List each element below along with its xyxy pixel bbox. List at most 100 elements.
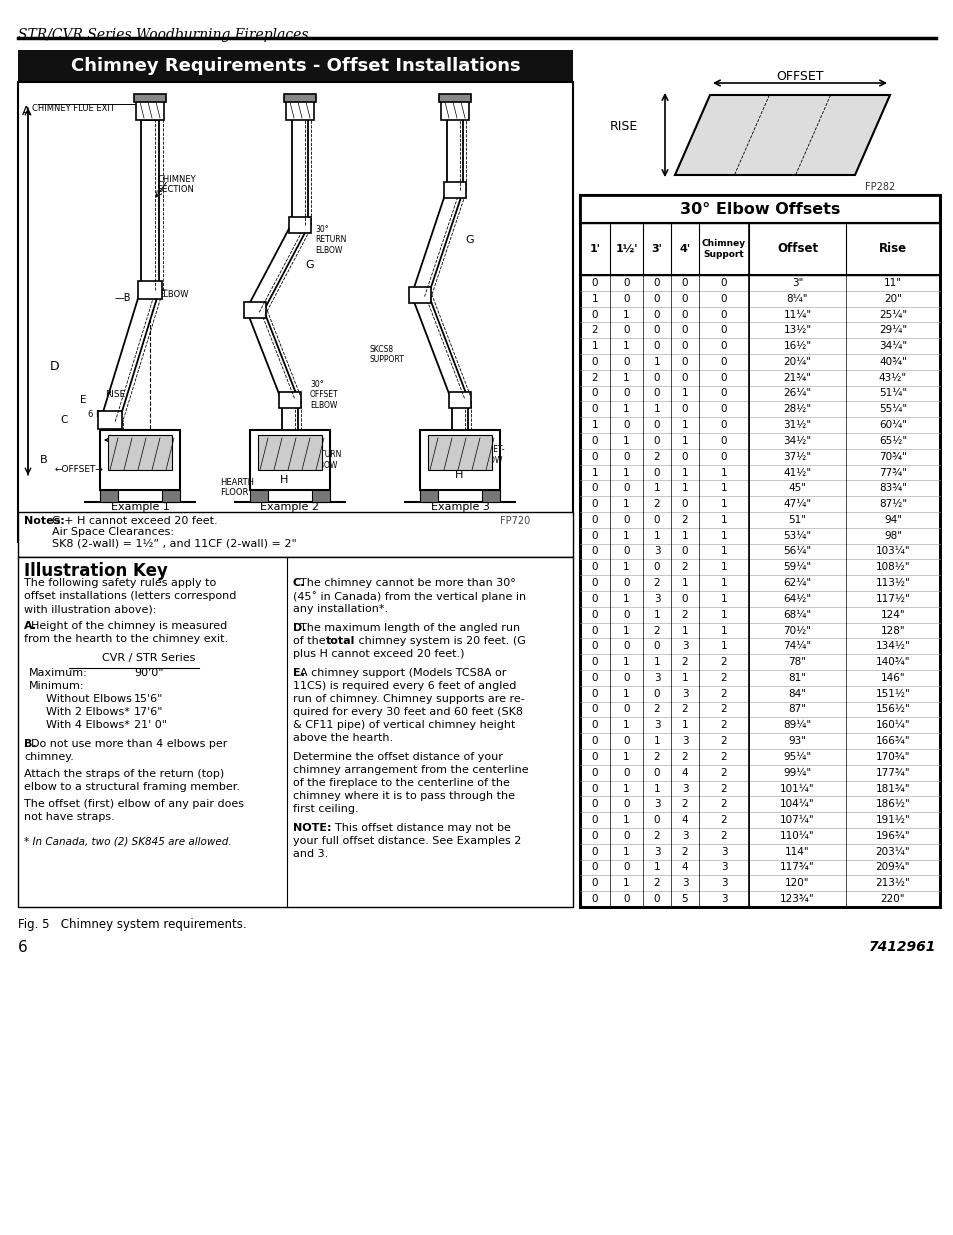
Text: 62¼": 62¼" xyxy=(782,578,811,588)
Text: 26¼": 26¼" xyxy=(782,389,811,399)
Bar xyxy=(108,435,172,471)
Text: 1': 1' xyxy=(589,245,599,254)
Text: C: C xyxy=(60,415,68,425)
Text: 2: 2 xyxy=(653,831,659,841)
Text: A chimney support (Models TCS8A or: A chimney support (Models TCS8A or xyxy=(293,668,506,678)
Text: 1: 1 xyxy=(720,499,726,509)
Text: 170¾": 170¾" xyxy=(875,752,909,762)
Text: 78": 78" xyxy=(788,657,805,667)
Text: 4: 4 xyxy=(681,815,688,825)
Text: 0: 0 xyxy=(591,515,598,525)
Text: 2: 2 xyxy=(681,657,688,667)
Text: from the hearth to the chimney exit.: from the hearth to the chimney exit. xyxy=(24,634,228,643)
Text: Height of the chimney is measured: Height of the chimney is measured xyxy=(24,621,227,631)
Text: 1: 1 xyxy=(653,862,659,872)
Text: Maximum:: Maximum: xyxy=(29,668,88,678)
Text: 3: 3 xyxy=(681,641,688,651)
Text: 11": 11" xyxy=(883,278,901,288)
Text: total: total xyxy=(326,636,355,646)
Text: 1: 1 xyxy=(681,578,688,588)
Text: 89¼": 89¼" xyxy=(782,720,811,730)
Text: 117¾": 117¾" xyxy=(780,862,814,872)
Text: Example 3: Example 3 xyxy=(430,501,489,513)
Text: Air Space Clearances:: Air Space Clearances: xyxy=(24,527,173,537)
Bar xyxy=(419,490,437,501)
Text: 0: 0 xyxy=(591,689,598,699)
Text: 70¾": 70¾" xyxy=(878,452,906,462)
Text: 0: 0 xyxy=(591,278,598,288)
Text: 1: 1 xyxy=(653,610,659,620)
Text: 2: 2 xyxy=(653,578,659,588)
Bar xyxy=(419,430,499,490)
Text: 0: 0 xyxy=(591,483,598,493)
Text: 3": 3" xyxy=(791,278,802,288)
Text: (45˚ in Canada) from the vertical plane in: (45˚ in Canada) from the vertical plane … xyxy=(293,592,525,601)
Text: 0: 0 xyxy=(653,325,659,335)
Text: 83¾": 83¾" xyxy=(878,483,906,493)
Text: 0: 0 xyxy=(681,547,687,557)
Text: 0: 0 xyxy=(622,704,629,715)
Text: 4': 4' xyxy=(679,245,690,254)
Text: 2: 2 xyxy=(720,815,726,825)
Text: 53¼": 53¼" xyxy=(782,531,811,541)
Text: 0: 0 xyxy=(653,373,659,383)
Text: 0: 0 xyxy=(653,389,659,399)
Text: 0: 0 xyxy=(591,768,598,778)
Text: 2: 2 xyxy=(720,752,726,762)
Text: 134½": 134½" xyxy=(875,641,909,651)
Text: 0: 0 xyxy=(653,341,659,351)
Text: 0: 0 xyxy=(622,673,629,683)
Text: 2: 2 xyxy=(720,657,726,667)
Text: 1: 1 xyxy=(681,389,688,399)
Text: 1: 1 xyxy=(653,657,659,667)
Text: 1: 1 xyxy=(681,420,688,430)
Text: Without Elbows: Without Elbows xyxy=(46,694,132,704)
Text: 140¾": 140¾" xyxy=(875,657,909,667)
Text: 47¼": 47¼" xyxy=(782,499,811,509)
Text: ←OFFSET→: ←OFFSET→ xyxy=(55,466,104,474)
Text: 108½": 108½" xyxy=(875,562,909,572)
Text: 1: 1 xyxy=(681,436,688,446)
Polygon shape xyxy=(101,420,119,430)
Text: 0: 0 xyxy=(591,578,598,588)
Text: 0: 0 xyxy=(591,752,598,762)
Bar xyxy=(284,94,315,103)
Text: 56¼": 56¼" xyxy=(782,547,811,557)
Text: 30°
OFFSET
ELBOW: 30° OFFSET ELBOW xyxy=(310,380,338,410)
Bar xyxy=(100,490,118,501)
Text: 0: 0 xyxy=(591,641,598,651)
Text: 0: 0 xyxy=(653,515,659,525)
Text: 0: 0 xyxy=(591,878,598,888)
Text: Notes:: Notes: xyxy=(24,516,65,526)
Text: 203¼": 203¼" xyxy=(875,847,909,857)
Text: any installation*.: any installation*. xyxy=(293,604,388,614)
Text: 0: 0 xyxy=(591,815,598,825)
Text: 3: 3 xyxy=(681,783,688,794)
Text: 0: 0 xyxy=(622,736,629,746)
Text: 196¾": 196¾" xyxy=(875,831,909,841)
Text: 0: 0 xyxy=(720,341,726,351)
Text: 1: 1 xyxy=(653,357,659,367)
Text: 3: 3 xyxy=(681,736,688,746)
Text: 166¾": 166¾" xyxy=(875,736,909,746)
Text: B.: B. xyxy=(24,739,36,748)
Text: 0: 0 xyxy=(591,610,598,620)
Text: 29¼": 29¼" xyxy=(878,325,906,335)
Text: 0: 0 xyxy=(622,515,629,525)
Text: 3: 3 xyxy=(653,594,659,604)
Text: 2: 2 xyxy=(720,720,726,730)
Text: 98": 98" xyxy=(883,531,901,541)
Text: 1: 1 xyxy=(622,468,629,478)
Bar xyxy=(579,195,939,906)
Text: 0: 0 xyxy=(591,389,598,399)
Text: 220": 220" xyxy=(880,894,904,904)
Text: 8¼": 8¼" xyxy=(786,294,807,304)
Text: Minimum:: Minimum: xyxy=(29,680,85,692)
Polygon shape xyxy=(412,293,467,403)
Text: Rise: Rise xyxy=(878,242,906,256)
Text: A: A xyxy=(22,105,30,119)
Text: 1: 1 xyxy=(622,752,629,762)
Text: 2: 2 xyxy=(720,799,726,809)
Text: 1: 1 xyxy=(591,420,598,430)
Text: 2: 2 xyxy=(681,752,688,762)
